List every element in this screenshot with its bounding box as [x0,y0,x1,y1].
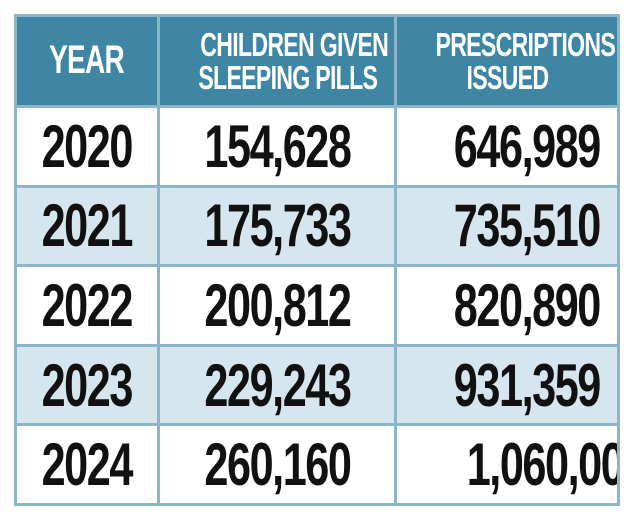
header-line: PRESCRIPTIONS [435,26,616,63]
cell-children: 200,812 [157,264,397,347]
cell-value: 1,060,009 [466,431,616,499]
header-line: ISSUED [466,59,549,96]
cell-value: 2022 [41,271,134,339]
header-line: SLEEPING PILLS [198,59,378,96]
cell-year: 2024 [14,423,160,506]
cell-value: 2021 [41,192,134,260]
table-row: 2021 175,733 735,510 [14,184,620,268]
cell-value: 2020 [41,112,134,180]
cell-value: 931,359 [453,351,602,419]
header-children: CHILDREN GIVEN SLEEPING PILLS [157,14,397,108]
table-row: 2020 154,628 646,989 [14,105,620,188]
cell-children: 229,243 [157,343,397,427]
cell-value: 154,628 [203,112,352,180]
cell-year: 2023 [14,343,160,427]
table-row: 2023 229,243 931,359 [14,343,620,427]
data-table: YEAR CHILDREN GIVEN SLEEPING PILLS PRESCR… [14,14,620,506]
cell-value: 646,989 [453,112,602,180]
table-row: 2022 200,812 820,890 [14,264,620,347]
cell-value: 260,160 [203,431,352,499]
cell-value: 175,733 [203,192,352,260]
cell-value: 200,812 [203,271,352,339]
cell-prescriptions: 1,060,009 [394,423,620,506]
cell-value: 229,243 [203,351,352,419]
cell-year: 2022 [14,264,160,347]
table-row: 2024 260,160 1,060,009 [14,423,620,506]
header-line: CHILDREN GIVEN [200,26,389,63]
cell-children: 154,628 [157,105,397,188]
cell-prescriptions: 820,890 [394,264,620,347]
cell-value: 2024 [41,431,134,499]
cell-prescriptions: 735,510 [394,184,620,268]
cell-children: 260,160 [157,423,397,506]
cell-prescriptions: 646,989 [394,105,620,188]
cell-value: 820,890 [453,271,602,339]
cell-value: 2023 [41,351,134,419]
cell-children: 175,733 [157,184,397,268]
cell-year: 2020 [14,105,160,188]
header-row: YEAR CHILDREN GIVEN SLEEPING PILLS PRESCR… [14,14,620,108]
cell-value: 735,510 [453,192,602,260]
cell-year: 2021 [14,184,160,268]
header-prescriptions: PRESCRIPTIONS ISSUED [394,14,620,108]
cell-prescriptions: 931,359 [394,343,620,427]
header-year: YEAR [14,14,160,108]
